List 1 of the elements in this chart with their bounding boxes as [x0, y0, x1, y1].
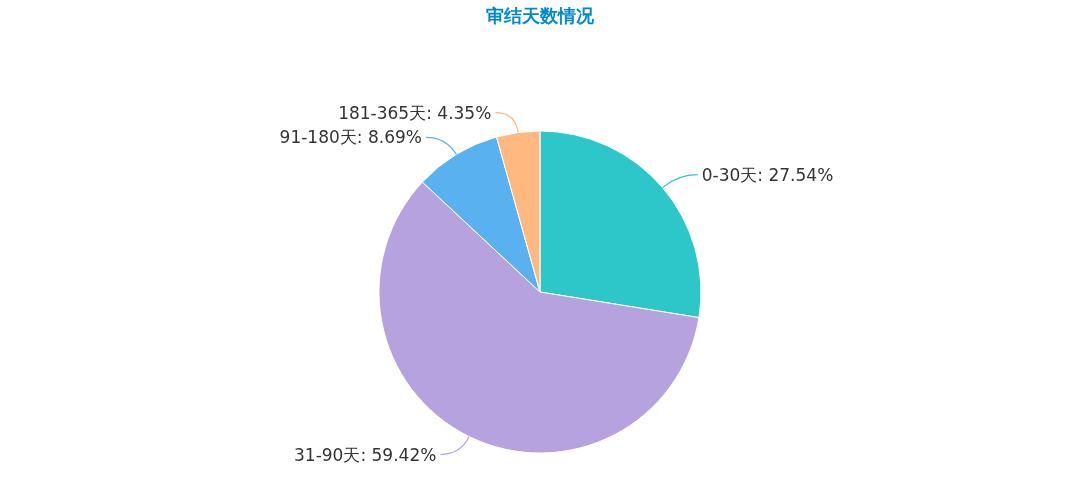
chart-title: 审结天数情况 — [486, 5, 595, 26]
